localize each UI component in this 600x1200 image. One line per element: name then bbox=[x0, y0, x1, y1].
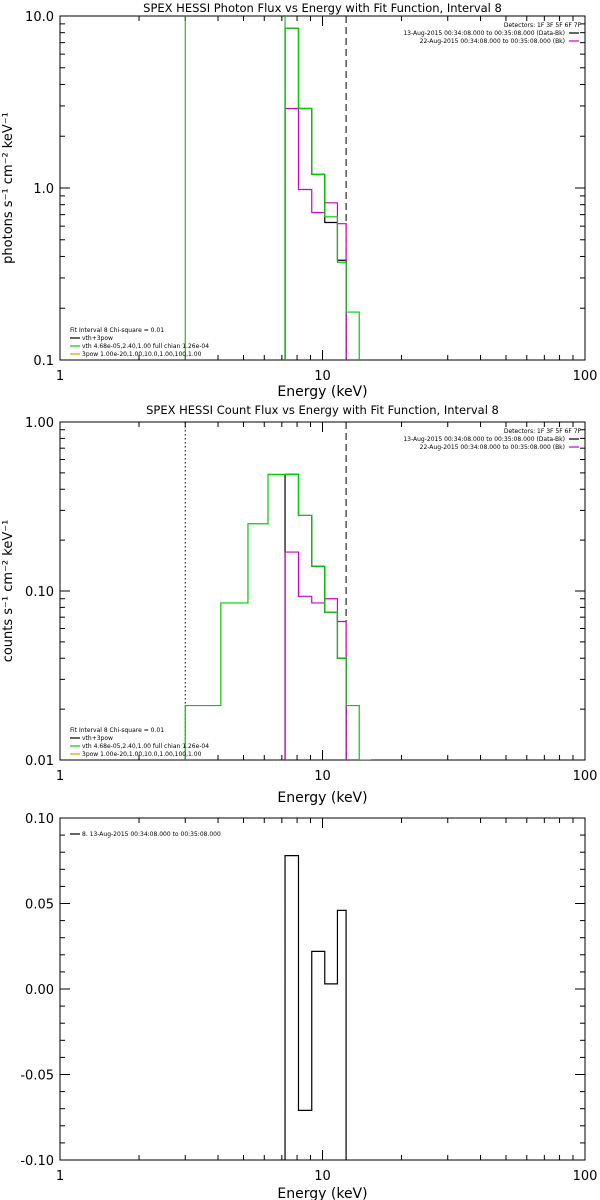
legend-entry-text: Detectors: 1F 3F 5F 6F 7F bbox=[504, 428, 582, 435]
series-step-line-3 bbox=[184, 473, 371, 760]
y-tick-label: 0.00 bbox=[25, 983, 54, 998]
y-tick-label: 0.10 bbox=[25, 812, 54, 827]
plot-frame bbox=[59, 15, 586, 361]
x-tick-label: 10 bbox=[314, 369, 331, 384]
legend-entry-text: 22-Aug-2015 00:34:08.000 to 00:35:08.000… bbox=[420, 444, 565, 451]
legend-entry-text: 3pow 1.00e-20,1.00,10.0,1.00,100,1.00 bbox=[82, 751, 202, 758]
y-tick-label: 0.01 bbox=[25, 754, 54, 769]
legend-entry-text: Fit Interval 8 Chi-square = 0.01 bbox=[70, 327, 164, 334]
series-step-line-1 bbox=[284, 27, 347, 360]
legend-entry-text: Fit Interval 8 Chi-square = 0.01 bbox=[70, 727, 164, 734]
y-tick-label: 0.1 bbox=[33, 354, 54, 369]
y-tick-label: -0.10 bbox=[20, 1154, 54, 1169]
series-step-line-3 bbox=[284, 27, 360, 360]
legend-entry-text: vth+3pow bbox=[82, 335, 113, 342]
chart-title: SPEX HESSI Photon Flux vs Energy with Fi… bbox=[143, 1, 502, 15]
legend-entry-text: 22-Aug-2015 00:34:08.000 to 00:35:08.000… bbox=[420, 38, 565, 45]
x-tick-label: 100 bbox=[573, 369, 598, 384]
x-axis-label: Energy (keV) bbox=[277, 384, 367, 400]
y-axis-label: photons s⁻¹ cm⁻² keV⁻¹ bbox=[1, 112, 16, 264]
y-tick-label: -0.05 bbox=[20, 1069, 54, 1084]
legend-entry-text: vth 4.68e-05,2.40,1.00 full chian 1.26e-… bbox=[82, 343, 209, 350]
x-axis-label: Energy (keV) bbox=[277, 790, 367, 806]
y-tick-label: 1.00 bbox=[25, 416, 54, 431]
y-tick-label: 0.05 bbox=[25, 898, 54, 913]
x-axis-label: Energy (keV) bbox=[277, 1186, 367, 1200]
legend-entry-text: 3pow 1.00e-20,1.00,10.0,1.00,100,1.00 bbox=[82, 351, 202, 358]
chart-title: SPEX HESSI Count Flux vs Energy with Fit… bbox=[146, 403, 499, 417]
legend-entry-text: vth+3pow bbox=[82, 735, 113, 742]
x-tick-label: 1 bbox=[56, 1169, 64, 1184]
legend-entry-text: 13-Aug-2015 00:34:08.000 to 00:35:08.000… bbox=[403, 30, 565, 37]
x-tick-label: 1 bbox=[56, 369, 64, 384]
legend-entry-text: Detectors: 1F 3F 5F 6F 7F bbox=[504, 22, 582, 29]
y-tick-label: 10.0 bbox=[25, 10, 54, 25]
x-tick-label: 1 bbox=[56, 769, 64, 784]
series-step-line-1 bbox=[284, 855, 347, 1160]
x-tick-label: 100 bbox=[573, 769, 598, 784]
legend-entry-text: 8. 13-Aug-2015 00:34:08.000 to 00:35:08.… bbox=[82, 831, 221, 838]
legend-entry-text: vth 4.68e-05,2.40,1.00 full chian 1.26e-… bbox=[82, 743, 209, 750]
chart-panel-3: 1 10 100 -0.10 -0.05 0.00 0.05 0.10 Energy (keV)… bbox=[20, 812, 597, 1200]
y-axis-label: counts s⁻¹ cm⁻² keV⁻¹ bbox=[1, 520, 16, 663]
x-tick-label: 10 bbox=[314, 1169, 331, 1184]
series-step-line-2 bbox=[284, 551, 347, 760]
chart-panel-1: SPEX HESSI Photon Flux vs Energy with Fi… bbox=[1, 1, 597, 400]
plot-frame bbox=[59, 421, 586, 761]
x-tick-label: 10 bbox=[314, 769, 331, 784]
y-tick-label: 0.10 bbox=[25, 585, 54, 600]
legend-entry-text: 13-Aug-2015 00:34:08.000 to 00:35:08.000… bbox=[403, 436, 565, 443]
chart-panel-2: SPEX HESSI Count Flux vs Energy with Fit… bbox=[1, 403, 597, 806]
series-step-line-2 bbox=[284, 107, 347, 360]
plot-frame bbox=[59, 817, 586, 1161]
y-tick-label: 1.0 bbox=[33, 182, 54, 197]
x-tick-label: 100 bbox=[573, 1169, 598, 1184]
